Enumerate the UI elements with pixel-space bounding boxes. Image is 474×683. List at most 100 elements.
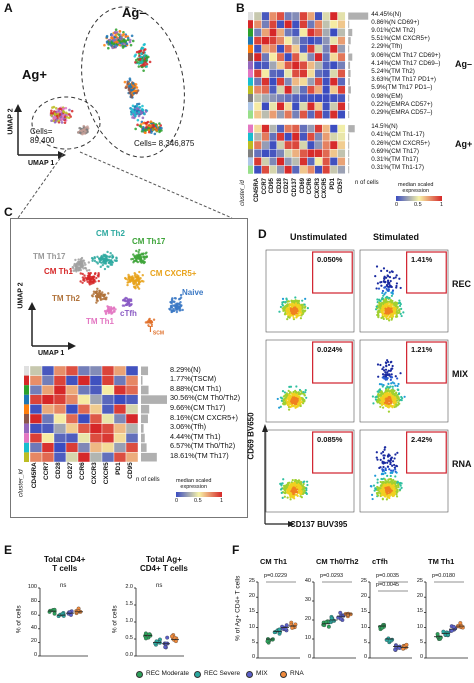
b-marker-label: CCR7 [261,177,268,195]
flow-event [297,312,300,315]
flow-event [295,481,299,484]
flow-event [391,367,394,370]
flow-event [295,479,299,483]
c-legend-tick-0: 0 [175,498,179,504]
panel-c-frame [10,218,248,518]
data-point [338,610,343,615]
panel-e-label: E [4,543,13,557]
umap-a-dot [55,118,59,121]
heatmap-cell [314,157,323,166]
flow-event [302,488,305,491]
panel-a-umap [14,6,233,219]
flow-event [397,397,400,400]
flow-event [387,363,391,366]
cluster-row-label: 5.24%(TM Th2) [371,67,415,75]
flow-event [391,470,394,474]
umap-c-dot [104,312,108,316]
c-ncells-label: n of cells [136,477,160,483]
flow-event [281,301,284,304]
flow-plot-frame [359,429,449,513]
heatmap-cell [291,93,300,103]
y-tick-label: 0 [363,654,367,660]
flow-event [293,486,296,489]
umap-c-dot [83,274,86,277]
heatmap-cell [284,69,293,78]
data-point [435,632,440,637]
flow-event [303,394,306,397]
flow-event [374,488,377,491]
ncells-bar [348,12,369,20]
heatmap-cell [276,93,285,103]
flow-event [288,385,291,388]
flow-event [389,279,392,283]
b-marker-label: CD69 [299,177,306,194]
data-point [438,635,443,640]
flow-event [381,297,384,300]
flow-event [285,298,288,301]
b-marker-label: CD28 [276,177,283,194]
flow-event [387,402,390,405]
heatmap-cell [77,365,91,376]
y-tick-label: 1.5 [125,601,133,607]
umap-a-dot [62,107,65,111]
umap-a-dot [118,30,122,33]
heatmap-cell [314,11,323,21]
flow-event [383,494,386,497]
flow-event [388,305,391,308]
umap-a-dot [136,60,139,64]
gate-box [406,431,447,474]
flow-event [375,395,378,398]
umap-c-dot [80,262,84,266]
umap-a-dot [108,38,112,42]
heatmap-cell [261,101,270,111]
flow-event [290,492,293,495]
flow-event [296,405,299,408]
flow-event [379,489,382,493]
heatmap-cell [41,442,55,453]
flow-event [398,308,401,311]
flow-event [385,364,388,367]
umap-a-dot [128,38,132,42]
umap-a-dot [52,105,56,109]
y-tick-label: 10 [416,623,423,630]
heatmap-cell [314,69,323,78]
flow-event [303,399,306,402]
heatmap-cell [284,165,293,175]
flow-event [383,454,386,457]
flow-event [388,386,391,389]
cluster-swatch [248,157,253,166]
flow-event [382,312,385,315]
flow-event [282,309,285,312]
heatmap-cell [322,157,331,166]
heatmap-cell [299,44,308,54]
data-point [401,646,406,651]
umap-a-dot [67,116,71,120]
flow-event [376,390,379,393]
flow-event [293,481,296,484]
flow-event [394,468,397,471]
umap-a-dot [112,42,116,46]
umap-a-dot [62,110,66,114]
heatmap-cell [101,413,115,424]
umap-a-dot [135,104,139,108]
panel-c-umap [28,248,184,350]
umap-c-dot [81,260,84,263]
panel-a-label: A [4,1,13,15]
c-marker-label: CCR6 [78,462,86,480]
flow-event [392,484,396,487]
heatmap-cell [41,375,55,386]
umap-a-dot [137,65,141,68]
umap-c-dot [72,269,76,273]
gate-percent: 2.42% [411,435,433,444]
flow-event [403,395,406,398]
heatmap-cell [261,85,270,95]
y-tick-label: 0.5 [125,635,133,641]
c-label-tm-th17: TM Th17 [33,252,66,261]
c-label-cm-th2: CM Th2 [96,229,125,238]
umap-c-dot [101,291,104,294]
flow-event [389,462,392,466]
flow-event [386,455,390,458]
cluster-swatch [248,69,253,78]
heatmap-cell [284,101,293,111]
flow-event [283,313,287,316]
